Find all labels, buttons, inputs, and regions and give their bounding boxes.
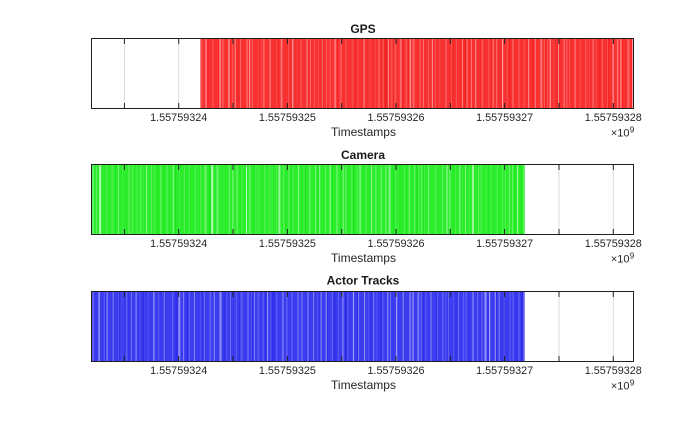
svg-text:1.55759324: 1.55759324	[150, 112, 207, 124]
svg-text:×10: ×10	[611, 128, 630, 140]
svg-text:1.55759327: 1.55759327	[476, 365, 533, 377]
svg-text:1.55759325: 1.55759325	[259, 112, 316, 124]
svg-text:1.55759327: 1.55759327	[476, 112, 533, 124]
svg-text:Camera: Camera	[341, 148, 385, 162]
svg-text:×10: ×10	[611, 381, 630, 393]
svg-text:1.55759325: 1.55759325	[259, 238, 316, 250]
svg-text:Timestamps: Timestamps	[331, 378, 396, 392]
svg-text:1.55759324: 1.55759324	[150, 365, 207, 377]
svg-text:1.55759328: 1.55759328	[585, 365, 642, 377]
svg-text:1.55759326: 1.55759326	[367, 112, 424, 124]
svg-text:×10: ×10	[611, 254, 630, 266]
svg-text:1.55759328: 1.55759328	[585, 112, 642, 124]
svg-text:1.55759326: 1.55759326	[367, 238, 424, 250]
svg-text:Actor Tracks: Actor Tracks	[327, 274, 400, 288]
svg-text:9: 9	[630, 379, 635, 388]
svg-text:GPS: GPS	[350, 22, 375, 36]
svg-text:1.55759327: 1.55759327	[476, 238, 533, 250]
svg-text:1.55759324: 1.55759324	[150, 238, 207, 250]
svg-text:9: 9	[630, 252, 635, 261]
svg-text:1.55759326: 1.55759326	[367, 365, 424, 377]
svg-text:Timestamps: Timestamps	[331, 251, 396, 265]
svg-text:1.55759328: 1.55759328	[585, 238, 642, 250]
svg-text:1.55759325: 1.55759325	[259, 365, 316, 377]
svg-text:Timestamps: Timestamps	[331, 125, 396, 139]
svg-text:9: 9	[630, 126, 635, 135]
